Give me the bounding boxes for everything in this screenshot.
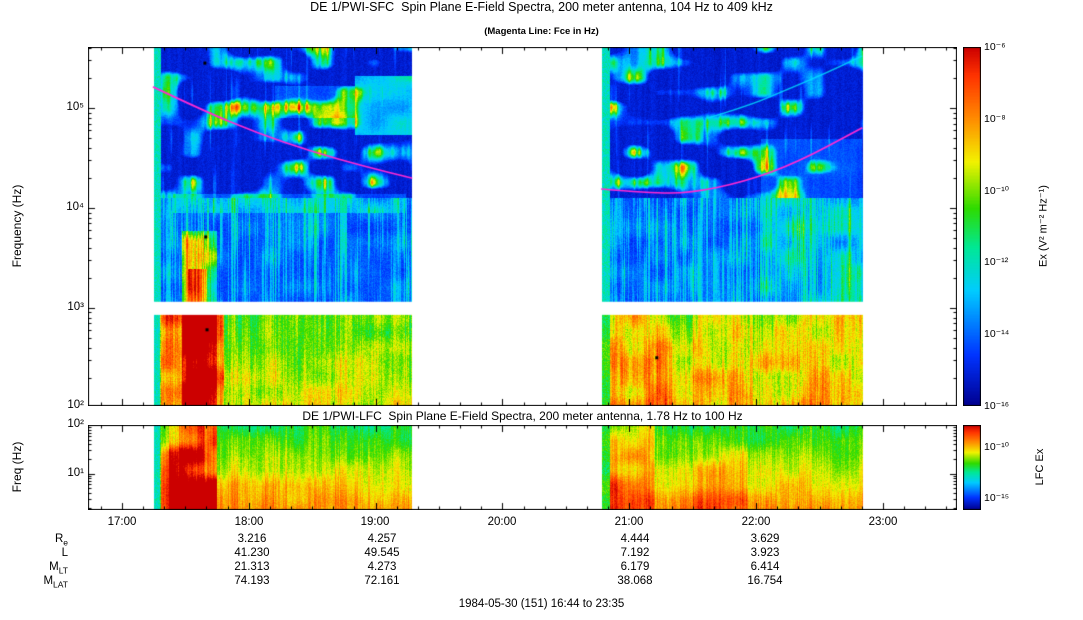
sfc-cbar-tick-3: 10⁻¹²: [984, 256, 1009, 268]
lfc-cbar-label: LFC Ex: [1034, 448, 1046, 486]
sfc-cbar-tick-2: 10⁻¹⁰: [984, 185, 1009, 197]
sfc-ylabel: Frequency (Hz): [10, 184, 24, 268]
eph-mlt-v4: 6.414: [750, 561, 780, 573]
sfc-title: DE 1/PWI-SFC Spin Plane E-Field Spectra,…: [310, 0, 773, 14]
eph-re-v4: 3.629: [750, 533, 780, 545]
eph-re-v2: 4.257: [367, 533, 397, 545]
sfc-cbar-tick-1: 10⁻⁸: [984, 113, 1006, 125]
xtick-1900: 19:00: [360, 516, 390, 528]
sfc-cbar-tick-4: 10⁻¹⁴: [984, 328, 1010, 340]
lfc-cbar-tick-0: 10⁻¹⁰: [984, 441, 1009, 453]
eph-label-mlt: MLT: [49, 561, 68, 576]
eph-label-mlat: MLAT: [43, 575, 68, 590]
lfc-title: DE 1/PWI-LFC Spin Plane E-Field Spectra,…: [302, 409, 743, 423]
eph-mlat-v4: 16.754: [747, 575, 783, 587]
eph-l-v3: 7.192: [620, 547, 650, 559]
xtick-2000: 20:00: [487, 516, 517, 528]
eph-mlat-v1: 74.193: [234, 575, 270, 587]
lfc-colorbar: [963, 425, 981, 510]
figure-caption: 1984-05-30 (151) 16:44 to 23:35: [458, 598, 625, 610]
sfc-ytick-1e4: 10⁴: [66, 201, 84, 213]
eph-l-v4: 3.923: [750, 547, 780, 559]
xtick-1800: 18:00: [234, 516, 264, 528]
eph-label-l: L: [61, 547, 68, 559]
lfc-heatmap-canvas: [88, 425, 957, 510]
xtick-2300: 23:00: [868, 516, 898, 528]
eph-re-v3: 4.444: [620, 533, 650, 545]
sfc-ytick-1e3: 10³: [67, 301, 84, 313]
sfc-subtitle: (Magenta Line: Fce in Hz): [484, 26, 599, 37]
eph-label-re: Re: [54, 533, 68, 548]
xtick-1700: 17:00: [107, 516, 137, 528]
lfc-cbar-tick-1: 10⁻¹⁵: [984, 492, 1010, 504]
sfc-ytick-1e5: 10⁵: [66, 101, 84, 113]
eph-l-v1: 41.230: [234, 547, 270, 559]
eph-mlat-v2: 72.161: [364, 575, 400, 587]
xtick-2100: 21:00: [614, 516, 644, 528]
eph-l-v2: 49.545: [364, 547, 400, 559]
sfc-colorbar: [963, 47, 981, 406]
xtick-2200: 22:00: [741, 516, 771, 528]
eph-re-v1: 3.216: [237, 533, 267, 545]
sfc-cbar-tick-0: 10⁻⁶: [984, 41, 1006, 53]
eph-mlt-v1: 21.313: [234, 561, 270, 573]
lfc-ytick-1e2: 10²: [67, 418, 84, 430]
eph-mlat-v3: 38.068: [617, 575, 653, 587]
lfc-ytick-1e1: 10¹: [67, 467, 84, 479]
sfc-heatmap-canvas: [88, 47, 957, 406]
sfc-ytick-1e2: 10²: [67, 399, 84, 411]
eph-mlt-v3: 6.179: [620, 561, 650, 573]
sfc-cbar-label: Ex (V² m⁻² Hz⁻¹): [1037, 185, 1050, 267]
eph-mlt-v2: 4.273: [367, 561, 397, 573]
sfc-cbar-tick-5: 10⁻¹⁶: [984, 400, 1010, 412]
lfc-ylabel: Freq (Hz): [10, 441, 24, 493]
